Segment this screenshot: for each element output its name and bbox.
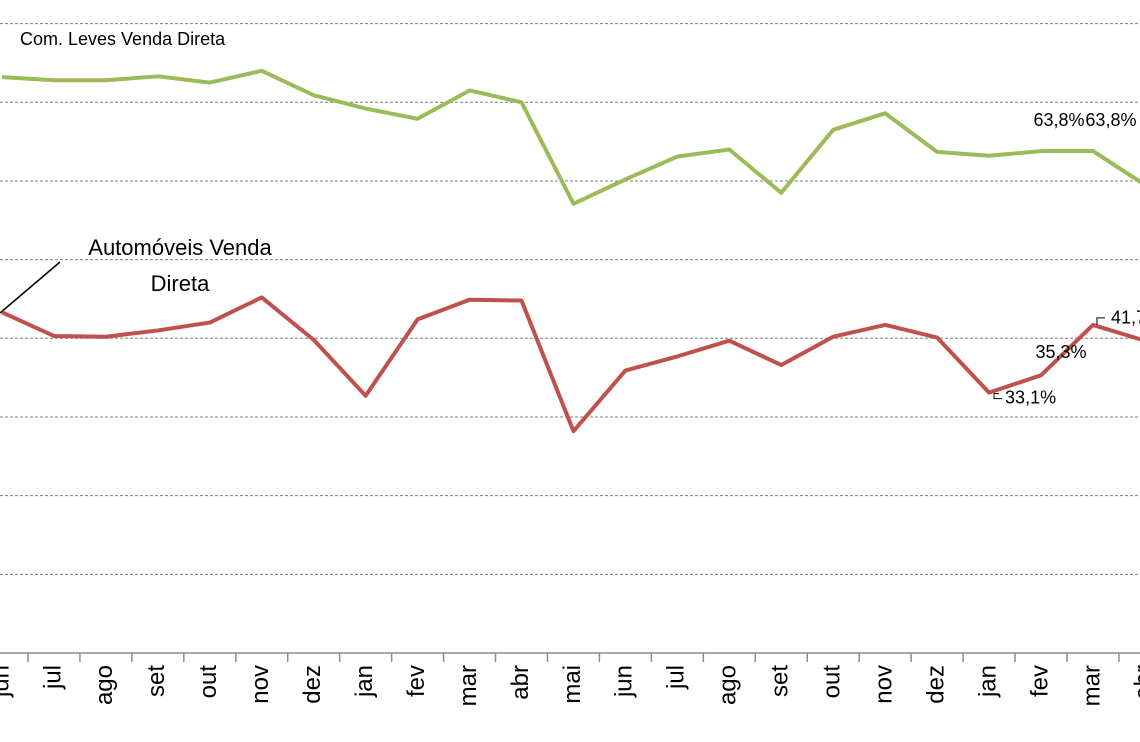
series-label: Automóveis Venda Direta	[88, 235, 272, 296]
x-tick-label: jul	[663, 665, 690, 690]
x-tick-label: nov	[247, 665, 274, 704]
x-tick-label: dez	[922, 665, 949, 704]
x-tick-label: jun	[611, 665, 638, 698]
data-label: 63,8%	[1085, 110, 1136, 130]
data-label: 33,1%	[1005, 387, 1056, 407]
x-tick-label: mai	[559, 665, 586, 704]
x-tick-label: ago	[91, 665, 118, 705]
x-tick-label: jul	[39, 665, 66, 690]
x-tick-label: set	[767, 665, 794, 697]
x-tick-label: jan	[351, 665, 378, 698]
x-tick-label: abr	[1130, 665, 1140, 700]
x-tick-label: set	[143, 665, 170, 697]
data-label: 35,3%	[1035, 342, 1086, 362]
x-tick-label: fev	[1026, 665, 1053, 697]
data-label: 63,8%	[1033, 110, 1084, 130]
x-tick-label: fev	[403, 665, 430, 697]
x-tick-label: out	[195, 665, 222, 699]
x-tick-label: mar	[1078, 665, 1105, 706]
series-line	[1, 295, 1140, 434]
data-label: 41,7%	[1111, 308, 1140, 328]
x-tick-label: out	[819, 665, 846, 699]
x-tick-label: dez	[299, 665, 326, 704]
x-tick-label: nov	[870, 665, 897, 704]
x-tick-label: jan	[974, 665, 1001, 698]
x-tick-label: abr	[507, 665, 534, 700]
x-tick-label: ago	[715, 665, 742, 705]
x-tick-label: mar	[455, 665, 482, 706]
label-leader	[1096, 317, 1105, 325]
series-label: Com. Leves Venda Direta	[20, 29, 226, 49]
series-line	[1, 68, 1140, 206]
leader-line	[0, 261, 61, 314]
label-leader	[993, 393, 1003, 400]
x-tick-label: jun	[0, 665, 14, 698]
